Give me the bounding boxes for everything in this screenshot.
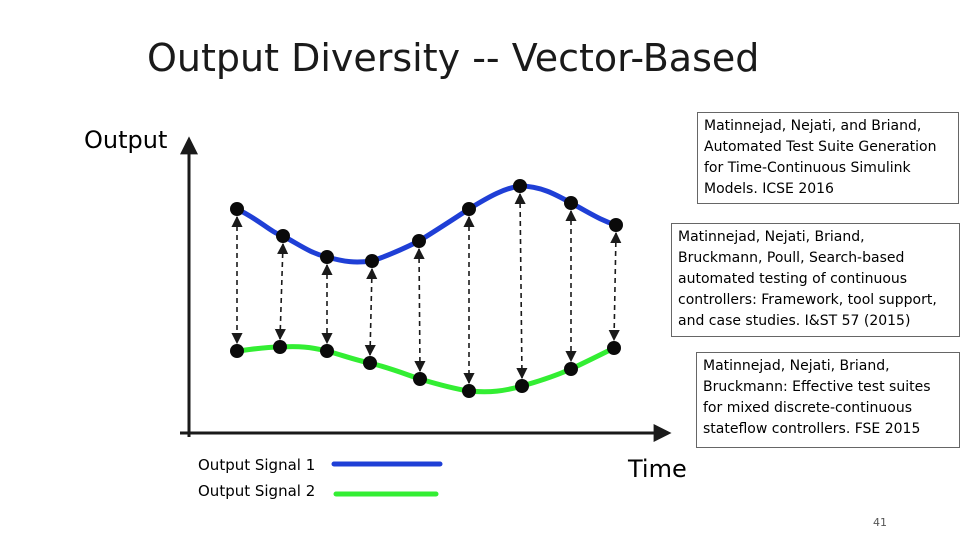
distance-arrow	[608, 231, 622, 342]
slide-title: Output Diversity -- Vector-Based	[147, 36, 760, 80]
signal-2-point	[607, 341, 621, 355]
reference-box: Matinnejad, Nejati, Briand, Bruckmann: E…	[696, 352, 960, 448]
signal-1-point	[276, 229, 290, 243]
signal-1-point	[412, 234, 426, 248]
signal-2-point	[320, 344, 334, 358]
page-number: 41	[873, 516, 887, 529]
signal-1-point	[513, 179, 527, 193]
distance-arrow	[364, 267, 378, 357]
y-axis-label: Output	[84, 126, 168, 154]
distance-arrow	[514, 192, 528, 380]
signal-1-point	[462, 202, 476, 216]
legend-label-signal-2: Output Signal 2	[198, 482, 316, 500]
x-axis-label: Time	[628, 455, 687, 483]
signal-2-point	[230, 344, 244, 358]
signal-2-point	[462, 384, 476, 398]
distance-arrow	[274, 242, 289, 341]
signal-2-point	[273, 340, 287, 354]
signal-2-point	[564, 362, 578, 376]
signal-2-point	[515, 379, 529, 393]
legend-label-signal-1: Output Signal 1	[198, 456, 316, 474]
signal-1-point	[365, 254, 379, 268]
reference-box: Matinnejad, Nejati, Briand, Bruckmann, P…	[671, 223, 960, 337]
signal-1-point	[609, 218, 623, 232]
signal-2-curve	[234, 344, 617, 395]
signal-1-point	[320, 250, 334, 264]
distance-arrow	[413, 247, 426, 373]
signal-2-point	[413, 372, 427, 386]
signal-1-points	[230, 179, 623, 268]
signal-2-points	[230, 340, 621, 398]
signal-1-point	[564, 196, 578, 210]
distance-arrows	[231, 192, 622, 385]
signal-1-point	[230, 202, 244, 216]
signal-1-curve	[234, 183, 619, 265]
reference-box: Matinnejad, Nejati, and Briand, Automate…	[697, 112, 959, 204]
signal-2-point	[363, 356, 377, 370]
